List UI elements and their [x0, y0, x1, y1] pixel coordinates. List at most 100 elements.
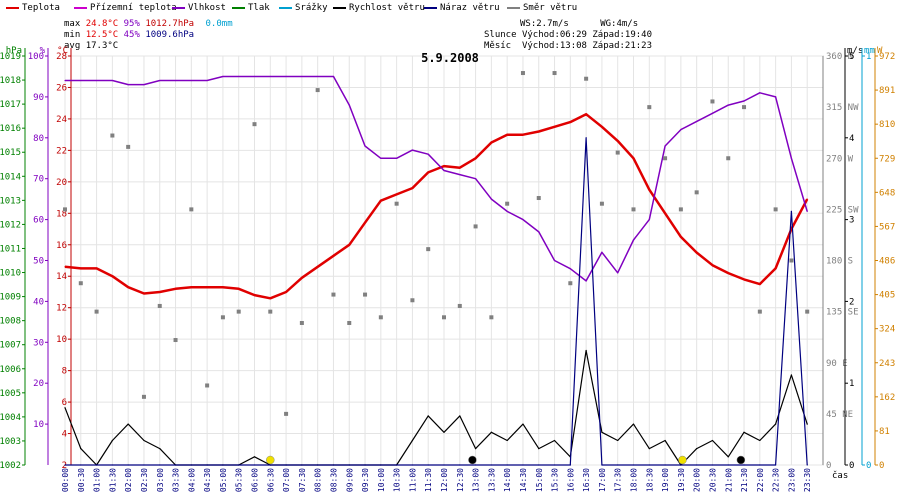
point-n-raz-v-tru — [206, 464, 208, 466]
point-teplota — [443, 165, 445, 167]
hpa-tick-label: 1013 — [0, 196, 21, 206]
sun-moon-marker — [678, 455, 687, 465]
x-tick-label: 11:30 — [424, 468, 433, 492]
point-teplota — [301, 277, 303, 279]
wind-direction-point — [331, 292, 336, 297]
temp-tick-label: 16 — [56, 241, 67, 251]
point-n-raz-v-tru — [238, 464, 240, 466]
ms-tick-label: 5 — [849, 52, 854, 62]
point-teplota — [80, 267, 82, 269]
hpa-tick-label: 1004 — [0, 413, 21, 423]
point-n-raz-v-tru — [269, 464, 271, 466]
x-tick-label: 13:00 — [472, 468, 481, 492]
x-tick-label: 10:00 — [377, 468, 386, 492]
point-n-raz-v-tru — [317, 464, 319, 466]
dir-tick-label: 135 SE — [826, 308, 859, 318]
point-teplota — [522, 134, 524, 136]
point-teplota — [95, 267, 98, 269]
point-n-raz-v-tru — [617, 464, 619, 466]
point-n-raz-v-tru — [174, 464, 177, 466]
wind-direction-point — [615, 150, 620, 155]
stats-min: min 12.5°C 45% 1009.6hPa — [64, 30, 195, 40]
point-rychlost-v-tru — [664, 439, 666, 442]
x-tick-label: 14:30 — [519, 468, 528, 492]
dir-tick-label: 315 NW — [826, 103, 859, 113]
x-tick-label: 18:00 — [630, 468, 639, 492]
point-vlhkost — [348, 104, 350, 106]
wind-direction-point — [742, 105, 747, 110]
hpa-tick-label: 1008 — [0, 317, 21, 327]
point-vlhkost — [538, 231, 540, 233]
point-vlhkost — [727, 104, 729, 106]
point-vlhkost — [490, 198, 492, 200]
wind-direction-point — [315, 88, 320, 93]
point-vlhkost — [269, 75, 271, 78]
point-vlhkost — [553, 259, 556, 262]
point-vlhkost — [174, 79, 177, 82]
pct-tick-label: 20 — [33, 379, 44, 389]
point-teplota — [143, 292, 145, 295]
temp-tick-label: 2 — [62, 461, 67, 471]
point-vlhkost — [80, 79, 82, 82]
temp-tick-label: 10 — [56, 335, 67, 345]
wind-direction-point — [473, 224, 478, 229]
point-teplota — [269, 297, 271, 299]
hpa-tick-label: 1007 — [0, 341, 21, 351]
x-tick-label: 19:00 — [661, 468, 670, 492]
point-teplota — [238, 288, 240, 290]
hpa-tick-label: 1019 — [0, 52, 21, 62]
point-vlhkost — [585, 280, 587, 282]
wind-direction-point — [694, 190, 699, 195]
point-teplota — [396, 193, 398, 196]
point-vlhkost — [632, 239, 635, 241]
point-rychlost-v-tru — [474, 448, 477, 450]
x-tick-label: 05:30 — [235, 468, 244, 492]
wind-direction-point — [63, 207, 67, 212]
w-tick-label: 162 — [879, 393, 895, 403]
series-line-vlhkost — [65, 75, 808, 282]
x-tick-label: 10:30 — [393, 468, 402, 492]
mm-axis-label: mm — [864, 46, 875, 56]
point-vlhkost — [206, 79, 208, 82]
point-n-raz-v-tru — [301, 464, 303, 466]
point-rychlost-v-tru — [806, 423, 808, 425]
point-n-raz-v-tru — [727, 464, 729, 466]
point-teplota — [759, 283, 761, 285]
point-teplota — [601, 126, 603, 128]
pct-tick-label: 40 — [33, 297, 44, 307]
point-n-raz-v-tru — [711, 464, 714, 466]
x-tick-label: 21:00 — [724, 468, 733, 492]
point-rychlost-v-tru — [159, 448, 161, 450]
point-teplota — [711, 264, 714, 266]
x-tick-label: 12:00 — [440, 468, 449, 492]
point-n-raz-v-tru — [427, 464, 429, 466]
point-n-raz-v-tru — [443, 464, 445, 466]
wind-direction-point — [268, 309, 273, 314]
point-n-raz-v-tru — [664, 464, 666, 466]
wind-direction-point — [284, 411, 289, 416]
point-n-raz-v-tru — [538, 464, 540, 466]
point-vlhkost — [806, 210, 808, 213]
temp-tick-label: 14 — [56, 272, 67, 282]
x-tick-label: 22:00 — [756, 468, 765, 492]
point-teplota — [727, 272, 729, 274]
pct-tick-label: 100 — [28, 52, 44, 62]
temp-tick-label: 22 — [56, 146, 67, 156]
wind-direction-point — [584, 76, 589, 81]
w-tick-label: 324 — [879, 325, 895, 335]
pct-axis-label: % — [40, 46, 46, 56]
pct-tick-label: 30 — [33, 338, 44, 348]
hpa-tick-label: 1009 — [0, 293, 21, 303]
point-n-raz-v-tru — [522, 464, 524, 466]
point-vlhkost — [506, 210, 508, 213]
x-tick-label: 02:30 — [140, 468, 149, 492]
temp-tick-label: 4 — [62, 430, 67, 440]
x-tick-label: 14:00 — [503, 468, 512, 492]
point-teplota — [127, 286, 129, 288]
legend-item-tlak: Tlak — [232, 3, 270, 13]
point-n-raz-v-tru — [159, 464, 161, 466]
x-tick-label: 15:30 — [551, 468, 560, 492]
wind-direction-point — [505, 201, 510, 206]
point-vlhkost — [190, 79, 192, 82]
temp-tick-label: 12 — [56, 304, 67, 314]
